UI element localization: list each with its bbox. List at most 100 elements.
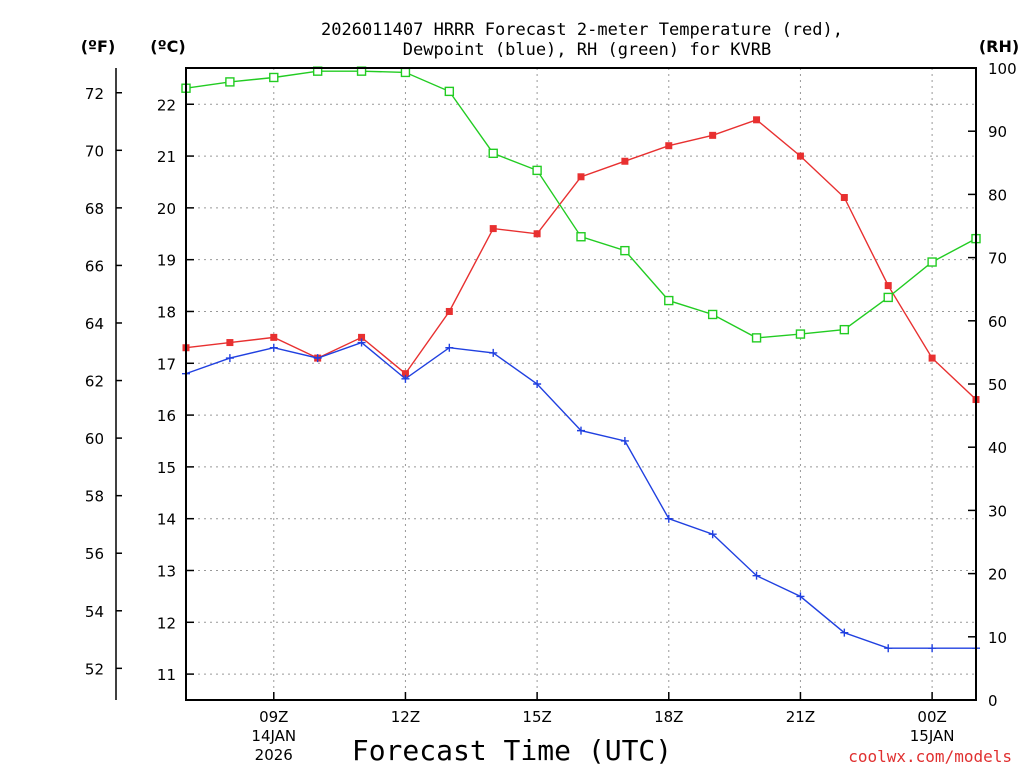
x-tick-date-label: 14JAN — [251, 727, 296, 745]
data-point-dewpoint — [708, 530, 717, 539]
data-point-rh — [751, 333, 762, 343]
celsius-unit-label: (ºC) — [150, 37, 185, 56]
fahrenheit-tick-label: 70 — [85, 142, 104, 160]
data-point-temperature — [796, 152, 804, 160]
data-point-dewpoint — [357, 338, 366, 347]
celsius-tick-label: 20 — [157, 200, 176, 218]
fahrenheit-tick-label: 62 — [85, 373, 104, 391]
x-tick-label: 12Z — [391, 708, 420, 726]
rh-tick-label: 50 — [988, 376, 1007, 394]
data-point-rh — [532, 165, 542, 176]
credit-text: coolwx.com/models — [848, 747, 1012, 766]
data-point-rh — [664, 295, 674, 306]
fahrenheit-tick-label: 72 — [85, 85, 104, 103]
rh-tick-label: 100 — [988, 60, 1017, 78]
plot-frame — [185, 67, 977, 701]
data-point-temperature — [928, 354, 936, 362]
data-point-temperature — [665, 142, 673, 150]
series-layer — [181, 66, 981, 653]
data-point-rh — [269, 72, 279, 83]
fahrenheit-tick-label: 60 — [85, 430, 104, 448]
data-point-rh — [576, 232, 586, 242]
fahrenheit-tick-label: 54 — [85, 603, 104, 621]
data-point-dewpoint — [445, 343, 454, 352]
celsius-tick-label: 21 — [157, 148, 176, 166]
data-point-temperature — [709, 131, 717, 139]
celsius-tick-label: 12 — [157, 614, 176, 632]
data-point-rh — [488, 148, 498, 159]
rh-tick-label: 80 — [988, 186, 1007, 204]
celsius-axis: 11 12 13 14 15 16 17 18 19 20 21 22 — [157, 96, 194, 684]
fahrenheit-tick-label: 64 — [85, 315, 104, 333]
data-point-rh — [839, 324, 850, 335]
rh-tick-label: 0 — [988, 692, 998, 710]
rh-tick-label: 70 — [988, 250, 1007, 268]
data-point-rh — [707, 309, 718, 320]
fahrenheit-tick-label: 52 — [85, 660, 104, 678]
celsius-tick-label: 18 — [157, 303, 176, 321]
x-tick-label: 00Z — [917, 708, 946, 726]
data-point-dewpoint — [928, 644, 937, 653]
celsius-tick-label: 19 — [157, 252, 176, 270]
data-point-temperature — [884, 282, 892, 290]
celsius-tick-label: 15 — [157, 459, 176, 477]
chart-title-line2: Dewpoint (blue), RH (green) for KVRB — [403, 40, 771, 60]
data-point-dewpoint — [313, 354, 322, 363]
fahrenheit-tick-label: 66 — [85, 257, 104, 275]
data-point-dewpoint — [884, 644, 893, 653]
rh-tick-label: 20 — [988, 566, 1007, 584]
fahrenheit-tick-label: 68 — [85, 200, 104, 218]
data-point-dewpoint — [752, 571, 761, 580]
fahrenheit-unit-label: (ºF) — [81, 37, 116, 56]
data-point-dewpoint — [489, 348, 498, 357]
data-point-dewpoint — [401, 374, 410, 383]
data-point-dewpoint — [225, 354, 234, 363]
data-point-rh — [883, 292, 893, 303]
data-point-rh — [400, 67, 411, 78]
data-point-temperature — [401, 370, 409, 378]
data-point-temperature — [226, 339, 234, 347]
chart-title-line1: 2026011407 HRRR Forecast 2-meter Tempera… — [321, 20, 843, 40]
x-tick-label: 21Z — [786, 708, 815, 726]
rh-tick-label: 10 — [988, 629, 1007, 647]
data-point-temperature — [753, 116, 761, 124]
data-point-dewpoint — [620, 436, 629, 445]
data-point-temperature — [533, 230, 541, 238]
rh-tick-label: 30 — [988, 502, 1007, 520]
series-rh — [181, 66, 981, 343]
data-point-temperature — [270, 333, 278, 341]
series-dewpoint — [182, 338, 980, 653]
fahrenheit-tick-label: 58 — [85, 488, 104, 506]
fahrenheit-axis: 52 54 56 58 60 62 64 66 68 70 72 — [85, 68, 122, 700]
data-point-rh — [225, 77, 235, 87]
celsius-tick-label: 17 — [157, 355, 176, 373]
celsius-tick-label: 16 — [157, 407, 176, 425]
rh-axis: 0 10 20 30 40 50 60 70 80 90 100 — [968, 60, 1017, 710]
data-point-temperature — [577, 173, 585, 181]
data-point-dewpoint — [796, 592, 805, 601]
fahrenheit-tick-label: 56 — [85, 545, 104, 563]
data-point-rh — [795, 329, 806, 339]
x-tick-label: 09Z — [259, 708, 288, 726]
data-point-rh — [620, 245, 630, 256]
celsius-tick-label: 11 — [157, 666, 176, 684]
x-tick-label: 18Z — [654, 708, 683, 726]
rh-unit-label: (RH) — [979, 37, 1019, 56]
data-point-dewpoint — [577, 426, 585, 435]
data-point-temperature — [445, 307, 453, 315]
rh-tick-label: 60 — [988, 313, 1007, 331]
data-point-dewpoint — [840, 628, 849, 637]
data-point-temperature — [840, 194, 848, 202]
data-point-rh — [444, 86, 455, 97]
celsius-tick-label: 22 — [157, 96, 176, 114]
x-axis-title: Forecast Time (UTC) — [352, 734, 672, 767]
data-point-dewpoint — [533, 380, 542, 388]
x-tick-year-label: 2026 — [255, 746, 293, 764]
data-point-temperature — [621, 157, 629, 165]
rh-tick-label: 90 — [988, 123, 1007, 141]
data-point-temperature — [358, 333, 366, 341]
data-point-dewpoint — [269, 343, 278, 352]
